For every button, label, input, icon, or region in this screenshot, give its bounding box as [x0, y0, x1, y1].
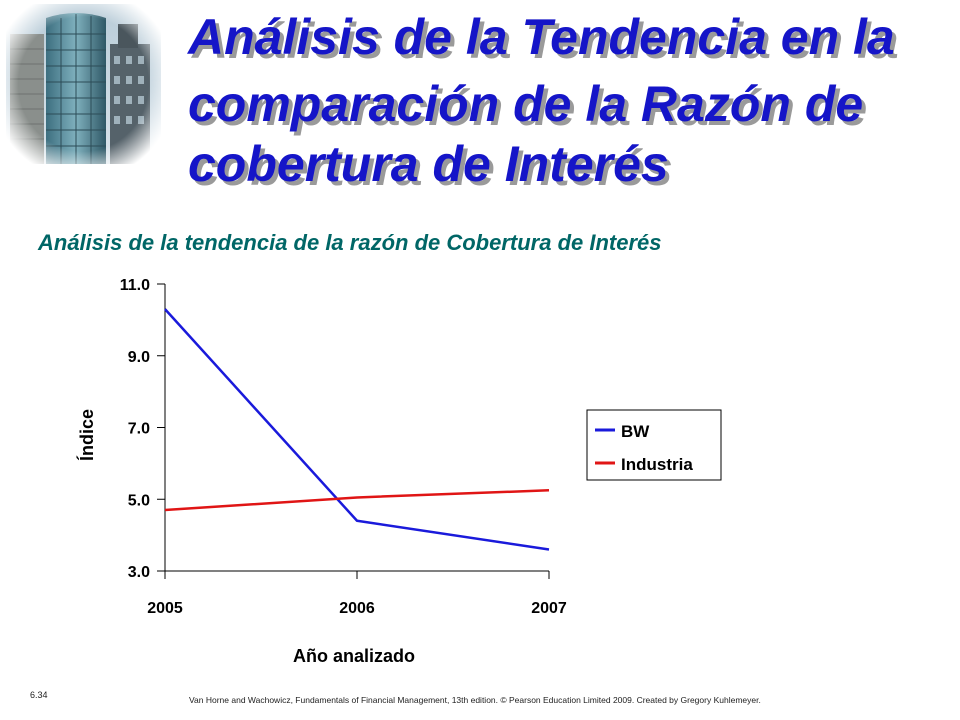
y-tick-label: 9.0 [128, 349, 150, 366]
series-line-industria [164, 489, 550, 512]
legend-label-industria: Industria [621, 455, 693, 474]
slide-title-line-1: Análisis de la Tendencia en la [188, 9, 895, 65]
y-tick-label: 7.0 [128, 421, 150, 438]
slide-title-line-2: comparación de la Razón de [188, 76, 864, 132]
x-axis-label: Año analizado [293, 646, 415, 666]
chart-legend: BW Industria [586, 409, 722, 481]
series-line-bw [164, 308, 550, 551]
legend-box [586, 409, 722, 481]
page-number: 6.34 [30, 690, 48, 700]
chart-plot-area [164, 308, 550, 551]
x-tick-label: 2007 [531, 600, 567, 617]
office-buildings-photo [6, 4, 161, 164]
chart-title: Análisis de la tendencia de la razón de … [38, 230, 662, 255]
y-tick-label: 5.0 [128, 492, 150, 509]
legend-label-bw: BW [621, 422, 650, 441]
footer-credit: Van Horne and Wachowicz, Fundamentals of… [189, 695, 761, 705]
slide-title-line-3: cobertura de Interés [188, 136, 669, 192]
y-tick-label: 3.0 [128, 564, 150, 581]
x-tick-label: 2005 [147, 600, 183, 617]
y-axis-label: Índice [76, 409, 97, 461]
chart-axes: 3.0 5.0 7.0 9.0 11.0 2005 2006 2007 Año analizad… [76, 277, 567, 666]
x-tick-label: 2006 [339, 600, 375, 617]
y-tick-label: 11.0 [120, 277, 150, 294]
